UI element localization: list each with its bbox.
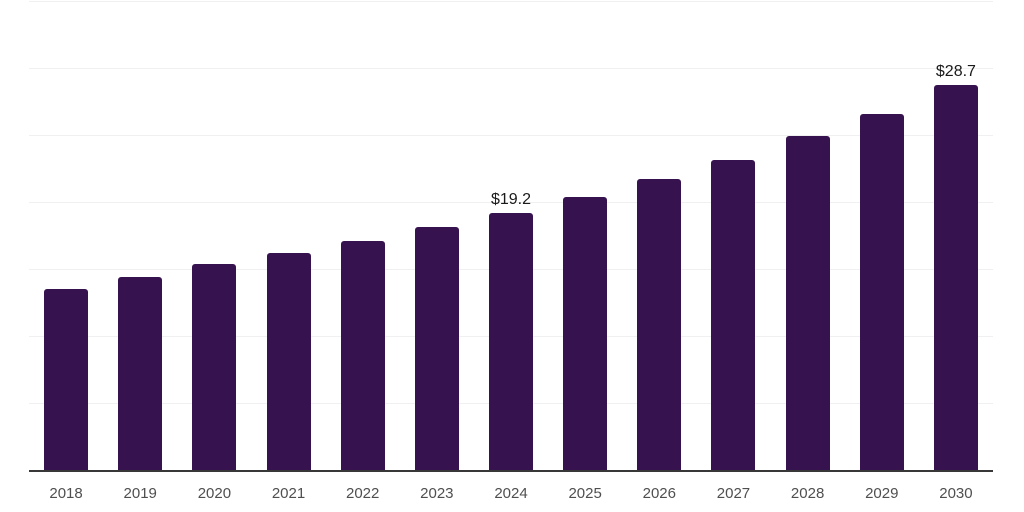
bar-2026 [637,179,682,470]
bar-2028 [785,136,830,470]
data-label-2030: $28.7 [935,63,976,81]
x-tick-2019: 2019 [123,485,157,502]
x-tick-2022: 2022 [346,485,380,502]
x-tick-2025: 2025 [568,485,602,502]
bar-2023 [414,227,459,470]
bar-2029 [859,113,904,470]
x-tick-2030: 2030 [939,485,973,502]
data-label-2024: $19.2 [490,190,532,208]
gridline-30 [29,68,993,69]
x-tick-2027: 2027 [716,485,751,502]
x-tick-2018: 2018 [49,485,83,502]
x-tick-2024: 2024 [494,485,528,502]
bar-2021 [266,252,311,470]
x-tick-2023: 2023 [420,485,454,502]
gridline-25 [29,135,993,136]
x-tick-2028: 2028 [790,485,825,502]
gridline-20 [29,202,993,203]
bar-2020 [192,263,237,470]
x-tick-2026: 2026 [642,485,676,502]
bar-2018 [44,289,89,470]
plot-area: $19.2 $28.7 [29,1,993,472]
bar-2030 [933,85,978,470]
x-tick-2020: 2020 [197,485,232,502]
x-tick-2029: 2029 [865,485,899,502]
bar-2025 [563,196,608,470]
bar-2022 [340,240,385,470]
gridline-35 [29,1,993,2]
x-axis: 2018 2019 2020 2021 2022 2023 2024 2025 2026 2027… [0,485,1024,503]
x-tick-2021: 2021 [271,485,306,502]
bar-2027 [711,160,756,470]
bar-2019 [118,277,163,470]
bar-2024 [489,212,533,470]
